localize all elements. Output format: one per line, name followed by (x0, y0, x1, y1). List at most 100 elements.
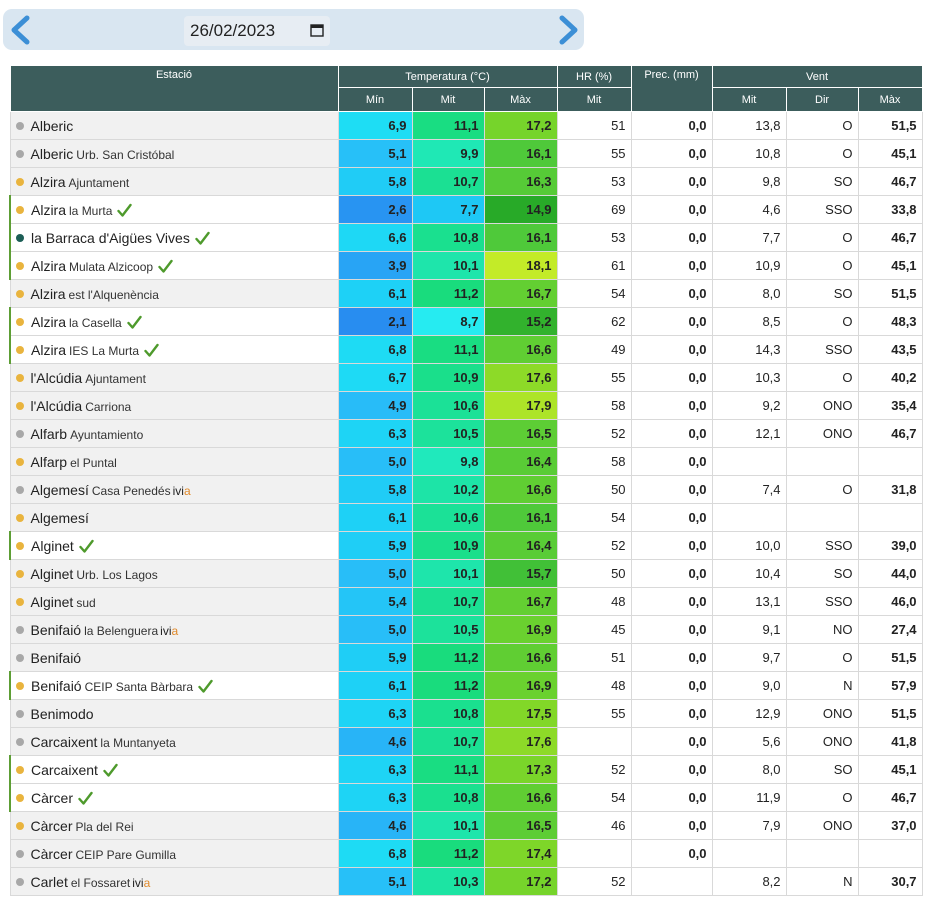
station-name[interactable]: Càrcer (30, 845, 73, 862)
station-row[interactable]: Alberic Urb. San Cristóbal 5,1 9,9 16,1 55 0,0… (9, 139, 923, 168)
date-input[interactable]: 26/02/2023 (184, 16, 330, 46)
station-cell[interactable]: Alfarp el Puntal (9, 447, 339, 476)
station-row[interactable]: Alzira Ajuntament 5,8 10,7 16,3 53 0,0 9,8 SO 46,… (9, 167, 923, 196)
station-row[interactable]: Càrcer 6,3 10,8 16,6 54 0,0 11,9 O 46,7 (9, 783, 923, 812)
station-name[interactable]: l'Alcúdia (30, 369, 83, 386)
station-name[interactable]: Alzira (31, 313, 67, 330)
station-cell[interactable]: Carcaixent (9, 755, 339, 784)
station-cell[interactable]: Carcaixent la Muntanyeta (9, 727, 339, 756)
col-header-station[interactable]: Estació (9, 65, 339, 112)
station-row[interactable]: Alzira Mulata Alzicoop 3,9 10,1 18,1 61 0,0 10,… (9, 251, 923, 280)
station-cell[interactable]: Alzira IES La Murta (9, 335, 339, 364)
station-cell[interactable]: Benifaió (9, 643, 339, 672)
station-cell[interactable]: Alginet Urb. Los Lagos (9, 559, 339, 588)
station-cell[interactable]: Benifaió la Belenguera ivia (9, 615, 339, 644)
station-cell[interactable]: Alginet (9, 531, 339, 560)
station-name[interactable]: Algemesí (30, 481, 89, 498)
station-row[interactable]: Carcaixent la Muntanyeta 4,6 10,7 17,6 0,0 5,6… (9, 727, 923, 756)
wind-max-cell: 48,3 (857, 307, 923, 336)
station-row[interactable]: la Barraca d'Aigües Vives 6,6 10,8 16,1 53 0,… (9, 223, 923, 252)
station-row[interactable]: Alginet sud 5,4 10,7 16,7 48 0,0 13,1 SSO 46,0 (9, 587, 923, 616)
station-row[interactable]: Alzira la Murta 2,6 7,7 14,9 69 0,0 4,6 SSO 33,8 (9, 195, 923, 224)
col-header-temp-max[interactable]: Màx (483, 87, 558, 112)
col-header-wind-avg[interactable]: Mit (711, 87, 787, 112)
station-cell[interactable]: Alberic (9, 111, 339, 140)
col-header-temp-min[interactable]: Mín (337, 87, 413, 112)
station-name[interactable]: Alfarp (30, 453, 68, 470)
station-row[interactable]: Alberic 6,9 11,1 17,2 51 0,0 13,8 O 51,5 (9, 111, 923, 140)
station-name[interactable]: Alberic (30, 117, 74, 134)
station-row[interactable]: Benimodo 6,3 10,8 17,5 55 0,0 12,9 ONO 51,5 (9, 699, 923, 728)
station-name[interactable]: Carlet (30, 873, 68, 890)
station-cell[interactable]: Alzira Ajuntament (9, 167, 339, 196)
station-row[interactable]: Alfarb Ayuntamiento 6,3 10,5 16,5 52 0,0 12,1 ON… (9, 419, 923, 448)
station-cell[interactable]: Alzira la Casella (9, 307, 339, 336)
station-name[interactable]: Alfarb (30, 425, 68, 442)
station-cell[interactable]: Benimodo (9, 699, 339, 728)
station-cell[interactable]: Alfarb Ayuntamiento (9, 419, 339, 448)
station-row[interactable]: Carlet el Fossaret ivia 5,1 10,3 17,2 52 8,2 N 30… (9, 867, 923, 896)
station-row[interactable]: Alfarp el Puntal 5,0 9,8 16,4 58 0,0 (9, 447, 923, 476)
station-cell[interactable]: Benifaió CEIP Santa Bàrbara (9, 671, 339, 700)
station-status-dot (16, 261, 24, 270)
station-row[interactable]: Alzira la Casella 2,1 8,7 15,2 62 0,0 8,5 O 48,3 (9, 307, 923, 336)
station-cell[interactable]: Alberic Urb. San Cristóbal (9, 139, 339, 168)
calendar-icon[interactable] (310, 23, 324, 37)
station-row[interactable]: l'Alcúdia Carriona 4,9 10,6 17,9 58 0,0 9,2 ONO 3… (9, 391, 923, 420)
station-cell[interactable]: Càrcer CEIP Pare Gumilla (9, 839, 339, 868)
col-header-wind-dir[interactable]: Dir (785, 87, 859, 112)
station-name[interactable]: Alginet (30, 565, 74, 582)
station-cell[interactable]: l'Alcúdia Carriona (9, 391, 339, 420)
station-name[interactable]: Algemesí (30, 509, 89, 526)
station-row[interactable]: Càrcer CEIP Pare Gumilla 6,8 11,2 17,4 0,0 (9, 839, 923, 868)
station-row[interactable]: Alzira IES La Murta 6,8 11,1 16,6 49 0,0 14,3 SS… (9, 335, 923, 364)
station-name[interactable]: Carcaixent (31, 761, 98, 778)
station-name[interactable]: Benifaió (30, 621, 82, 638)
station-cell[interactable]: l'Alcúdia Ajuntament (9, 363, 339, 392)
col-header-wind-max[interactable]: Màx (857, 87, 923, 112)
col-header-temp-avg[interactable]: Mit (411, 87, 485, 112)
station-row[interactable]: Algemesí Casa Penedés ivia 5,8 10,2 16,6 50 0,0… (9, 475, 923, 504)
station-row[interactable]: Alginet Urb. Los Lagos 5,0 10,1 15,7 50 0,0 10,… (9, 559, 923, 588)
station-row[interactable]: Càrcer Pla del Rei 4,6 10,1 16,5 46 0,0 7,9 ONO 3… (9, 811, 923, 840)
station-name[interactable]: Benifaió (31, 677, 82, 694)
station-cell[interactable]: Càrcer Pla del Rei (9, 811, 339, 840)
station-cell[interactable]: Algemesí Casa Penedés ivia (9, 475, 339, 504)
station-name[interactable]: Alzira (31, 257, 67, 274)
station-name[interactable]: Alzira (31, 341, 67, 358)
col-header-hr-avg[interactable]: Mit (556, 87, 632, 112)
station-cell[interactable]: Càrcer (9, 783, 339, 812)
station-name[interactable]: Benifaió (30, 649, 82, 666)
station-cell[interactable]: Alginet sud (9, 587, 339, 616)
col-header-precipitation[interactable]: Prec. (mm) (630, 65, 713, 112)
station-cell[interactable]: Algemesí (9, 503, 339, 532)
station-cell[interactable]: Alzira est l'Alquenència (9, 279, 339, 308)
station-row[interactable]: Benifaió 5,9 11,2 16,6 51 0,0 9,7 O 51,5 (9, 643, 923, 672)
station-row[interactable]: l'Alcúdia Ajuntament 6,7 10,9 17,6 55 0,0 10,3 O… (9, 363, 923, 392)
station-name[interactable]: Alzira (31, 201, 67, 218)
previous-day-button[interactable] (8, 15, 34, 45)
station-name[interactable]: Alzira (30, 173, 66, 190)
station-row[interactable]: Alzira est l'Alquenència 6,1 11,2 16,7 54 0,0 8… (9, 279, 923, 308)
station-name[interactable]: Alzira (30, 285, 66, 302)
station-cell[interactable]: Carlet el Fossaret ivia (9, 867, 339, 896)
humidity-cell: 51 (556, 643, 632, 672)
station-name[interactable]: la Barraca d'Aigües Vives (31, 229, 190, 246)
station-row[interactable]: Benifaió la Belenguera ivia 5,0 10,5 16,9 45 0,… (9, 615, 923, 644)
station-name[interactable]: Alberic (30, 145, 74, 162)
station-cell[interactable]: Alzira la Murta (9, 195, 339, 224)
station-name[interactable]: Càrcer (31, 789, 74, 806)
next-day-button[interactable] (555, 15, 581, 45)
station-row[interactable]: Carcaixent 6,3 11,1 17,3 52 0,0 8,0 SO 45,1 (9, 755, 923, 784)
station-cell[interactable]: la Barraca d'Aigües Vives (9, 223, 339, 252)
station-cell[interactable]: Alzira Mulata Alzicoop (9, 251, 339, 280)
station-row[interactable]: Benifaió CEIP Santa Bàrbara 6,1 11,2 16,9 48 0… (9, 671, 923, 700)
station-row[interactable]: Alginet 5,9 10,9 16,4 52 0,0 10,0 SSO 39,0 (9, 531, 923, 560)
station-name[interactable]: Benimodo (30, 705, 94, 722)
station-name[interactable]: Carcaixent (30, 733, 98, 750)
station-name[interactable]: Alginet (31, 537, 74, 554)
station-name[interactable]: Alginet (30, 593, 74, 610)
station-name[interactable]: Càrcer (30, 817, 73, 834)
station-name[interactable]: l'Alcúdia (30, 397, 83, 414)
station-row[interactable]: Algemesí 6,1 10,6 16,1 54 0,0 (9, 503, 923, 532)
